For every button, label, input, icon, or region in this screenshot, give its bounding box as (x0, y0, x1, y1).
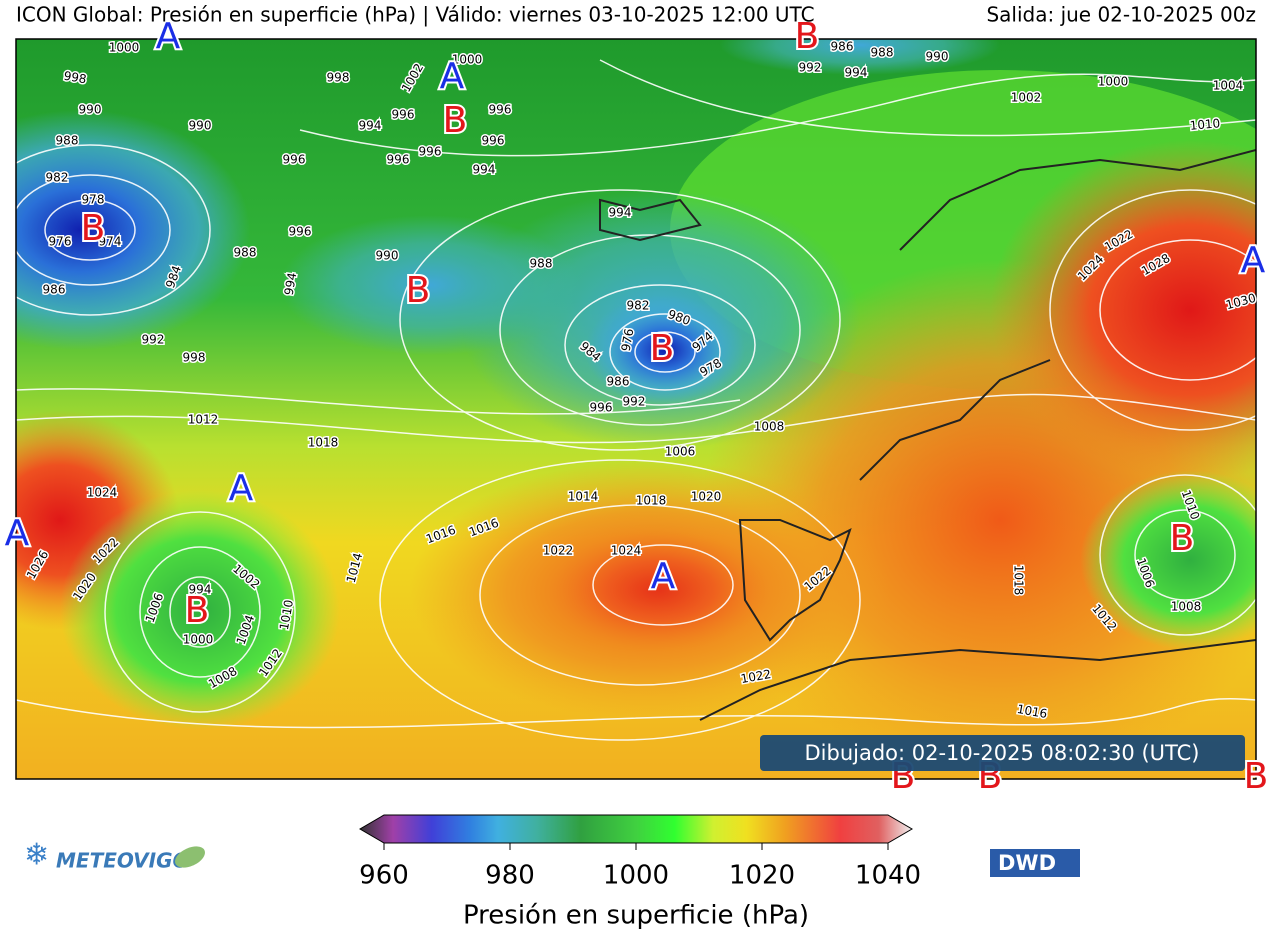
isobar-label: 1016 (1016, 702, 1049, 721)
colorbar: 960 980 1000 1020 1040 (359, 814, 921, 891)
isobar-label: 982 (46, 171, 69, 185)
run-time: Salida: jue 02-10-2025 00z (986, 3, 1256, 27)
isobar-label: 982 (627, 299, 650, 313)
isobar-label: 988 (871, 46, 894, 60)
logo-dwd: DWD (998, 851, 1056, 875)
pressure-center: A (440, 56, 465, 97)
pressure-center: A (5, 513, 30, 554)
isobar-label: 1018 (308, 436, 339, 450)
pressure-center: B (795, 16, 820, 57)
isobar-label: 1000 (109, 41, 140, 55)
pressure-center: A (229, 468, 254, 509)
pressure-center: B (1170, 518, 1195, 559)
pressure-center: A (1241, 240, 1266, 281)
pressure-center: B (1244, 756, 1269, 797)
isobar-label: 992 (799, 61, 822, 75)
isobar-label: 986 (43, 283, 66, 297)
leaf-icon (175, 846, 205, 868)
pressure-center: B (185, 590, 210, 631)
colorbar-tick-label: 980 (485, 861, 535, 891)
isobar-label: 994 (282, 271, 300, 296)
isobar-label: 990 (79, 103, 102, 117)
isobar-label: 976 (619, 327, 637, 352)
colorbar-tick-label: 1040 (855, 861, 921, 891)
drawn-time: Dibujado: 02-10-2025 08:02:30 (UTC) (804, 741, 1199, 765)
snowflake-icon: ❄ (24, 838, 49, 873)
isobar-label: 986 (831, 40, 854, 54)
isobar-label: 992 (623, 395, 646, 409)
isobar-label: 986 (607, 375, 630, 389)
isobar-label: 990 (189, 119, 212, 133)
pressure-center: A (156, 16, 181, 57)
isobar-label: 988 (234, 246, 257, 260)
isobar-label: 976 (49, 235, 72, 249)
isobar-label: 1010 (277, 599, 296, 632)
colorbar-tick-label: 1000 (603, 861, 669, 891)
colorbar-body (359, 814, 913, 844)
isobar-label: 1022 (740, 667, 773, 686)
isobar-label: 1024 (611, 544, 642, 558)
isobar-label: 1018 (636, 494, 667, 508)
isobar-label: 994 (473, 163, 496, 177)
isobar-label: 992 (142, 333, 165, 347)
colorbar-label: Presión en superficie (hPa) (463, 901, 809, 931)
pressure-center: B (406, 270, 431, 311)
isobar-label: 990 (376, 249, 399, 263)
isobar-label: 994 (189, 583, 212, 597)
isobar-label: 990 (926, 50, 949, 64)
isobar-label: 994 (359, 119, 382, 133)
isobar-label: 996 (590, 401, 613, 415)
logo-dwd-box (990, 849, 1080, 877)
isobar-label: 1024 (87, 486, 118, 500)
isobar-label: 1012 (188, 413, 219, 427)
isobar-label: 988 (56, 134, 79, 148)
pressure-center: B (650, 328, 675, 369)
logo-meteovigo: METEOVIGO (56, 849, 190, 873)
isobar-label: 988 (530, 257, 553, 271)
isobar-label: 1008 (754, 420, 785, 434)
isobar-label: 1014 (568, 490, 599, 504)
isobar-label: 996 (387, 153, 410, 167)
isobar-label: 994 (845, 66, 868, 80)
map-background (16, 39, 1256, 779)
pressure-center: B (81, 208, 106, 249)
isobar-label: 1006 (665, 445, 696, 459)
drawn-box (760, 735, 1245, 771)
isobar-label: 1010 (1189, 116, 1221, 133)
isobar-label: 996 (489, 103, 512, 117)
isobar-label: 996 (392, 108, 415, 122)
isobar-label: 998 (63, 69, 88, 87)
pressure-center: A (651, 556, 676, 597)
isobar-label: 1004 (1213, 79, 1244, 93)
colorbar-tick-label: 1020 (729, 861, 795, 891)
title: ICON Global: Presión en superficie (hPa)… (16, 3, 815, 27)
isobar-label: 1000 (1098, 75, 1129, 89)
isobar-label: 996 (283, 153, 306, 167)
isobar-label: 1002 (1011, 91, 1042, 105)
isobar-label: 998 (327, 71, 350, 85)
isobar-label: 978 (82, 193, 105, 207)
isobar-label: 996 (419, 145, 442, 159)
isobar-label: 1000 (452, 53, 483, 67)
isobar-label: 1020 (691, 490, 722, 504)
pressure-center: B (443, 100, 468, 141)
isobar-label: 1008 (1171, 600, 1202, 614)
isobar-label: 998 (183, 351, 206, 365)
isobar-label: 994 (609, 206, 632, 220)
isobar-label: 1018 (1012, 565, 1026, 596)
isobar-label: 996 (289, 225, 312, 239)
isobar-label: 1000 (183, 633, 214, 647)
isobar-label: 974 (99, 235, 122, 249)
colorbar-tick-label: 960 (359, 861, 409, 891)
map-frame (15, 38, 1257, 780)
isobar-label: 1022 (543, 544, 574, 558)
isobar-label: 996 (482, 134, 505, 148)
